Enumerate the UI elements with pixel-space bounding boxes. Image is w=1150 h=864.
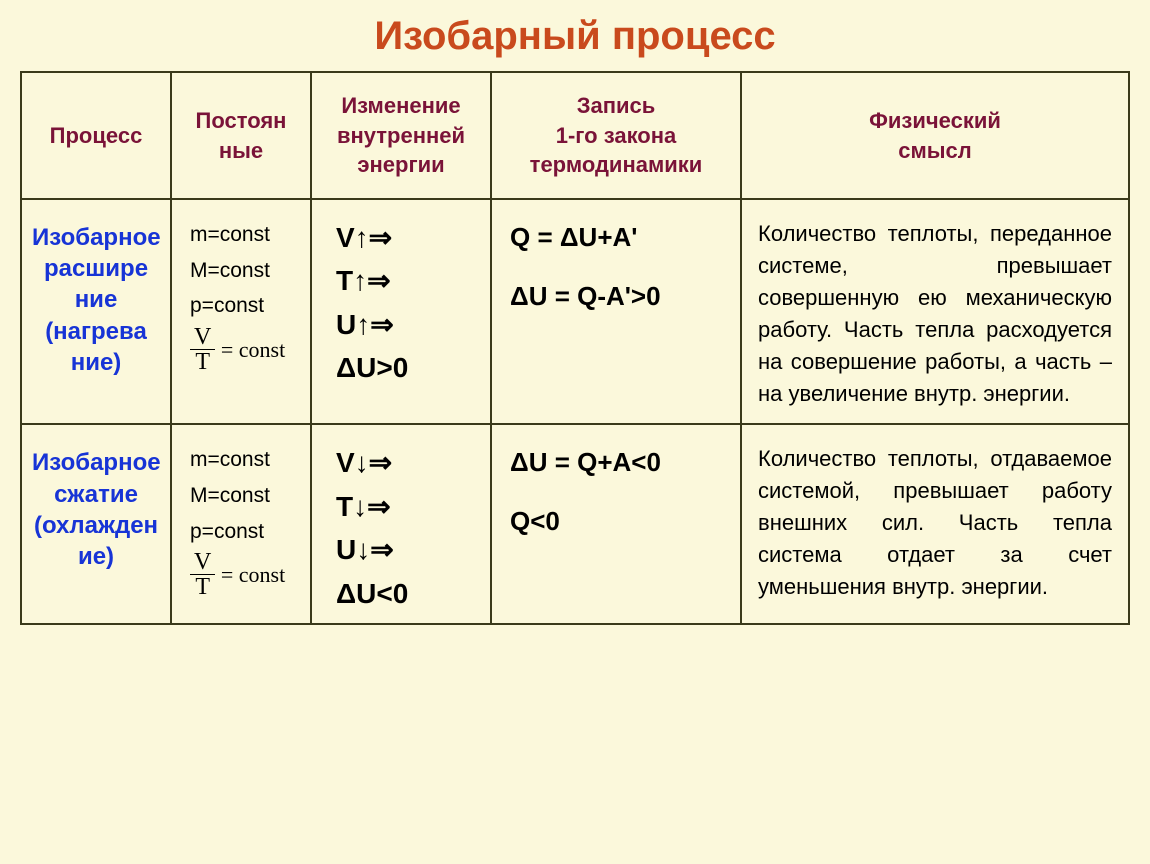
- physical-meaning: Количество теплоты, отдаваемое системой,…: [752, 433, 1118, 608]
- process-name: Изобарное расширение (нагревание): [32, 208, 160, 378]
- cell-physical: Количество теплоты, переданное системе, …: [741, 199, 1129, 424]
- law-line: Q<0: [510, 502, 730, 541]
- law-line: ΔU = Q-A'>0: [510, 277, 730, 316]
- col-header-law: Запись1-го закона термодинамики: [491, 72, 741, 199]
- const-line: p=const: [190, 289, 300, 323]
- energy-line: V↓⇒: [336, 441, 480, 484]
- cell-process: Изобарное сжатие (охлаждение): [21, 424, 171, 624]
- energy-line: U↑⇒: [336, 303, 480, 346]
- cell-law: ΔU = Q+A<0 Q<0: [491, 424, 741, 624]
- cell-energy: V↑⇒ T↑⇒ U↑⇒ ΔU>0: [311, 199, 491, 424]
- cell-energy: V↓⇒ T↓⇒ U↓⇒ ΔU<0: [311, 424, 491, 624]
- cell-constants: m=const M=const p=const V T = const: [171, 424, 311, 624]
- law-line: Q = ΔU+A': [510, 218, 730, 257]
- law-line: ΔU = Q+A<0: [510, 443, 730, 482]
- energy-line: T↓⇒: [336, 485, 480, 528]
- fraction-denominator: T: [190, 350, 215, 374]
- cell-constants: m=const M=const p=const V T = const: [171, 199, 311, 424]
- const-line: M=const: [190, 479, 300, 513]
- table-header: Процесс Постоянные Изменение внутренней …: [21, 72, 1129, 199]
- const-fraction: V T = const: [190, 550, 300, 599]
- const-line: M=const: [190, 254, 300, 288]
- thermo-table: Процесс Постоянные Изменение внутренней …: [20, 71, 1130, 625]
- const-line: p=const: [190, 515, 300, 549]
- energy-line: ΔU<0: [336, 572, 480, 615]
- process-name: Изобарное сжатие (охлаждение): [32, 433, 160, 572]
- fraction-numerator: V: [190, 325, 215, 350]
- const-fraction: V T = const: [190, 325, 300, 374]
- const-line: m=const: [190, 218, 300, 252]
- fraction-eq: = const: [215, 562, 285, 587]
- page: Изобарный процесс Процесс Постоянные Изм…: [0, 0, 1150, 864]
- fraction-numerator: V: [190, 550, 215, 575]
- cell-process: Изобарное расширение (нагревание): [21, 199, 171, 424]
- col-header-energy: Изменение внутренней энергии: [311, 72, 491, 199]
- fraction-eq: = const: [215, 337, 285, 362]
- col-header-constants: Постоянные: [171, 72, 311, 199]
- energy-line: U↓⇒: [336, 528, 480, 571]
- table-row: Изобарное сжатие (охлаждение) m=const M=…: [21, 424, 1129, 624]
- cell-law: Q = ΔU+A' ΔU = Q-A'>0: [491, 199, 741, 424]
- table-row: Изобарное расширение (нагревание) m=cons…: [21, 199, 1129, 424]
- fraction-denominator: T: [190, 575, 215, 599]
- cell-physical: Количество теплоты, отдаваемое системой,…: [741, 424, 1129, 624]
- energy-line: ΔU>0: [336, 346, 480, 389]
- col-header-physical: Физическийсмысл: [741, 72, 1129, 199]
- energy-line: V↑⇒: [336, 216, 480, 259]
- const-line: m=const: [190, 443, 300, 477]
- energy-line: T↑⇒: [336, 259, 480, 302]
- col-header-process: Процесс: [21, 72, 171, 199]
- physical-meaning: Количество теплоты, переданное системе, …: [752, 208, 1118, 415]
- page-title: Изобарный процесс: [20, 14, 1130, 59]
